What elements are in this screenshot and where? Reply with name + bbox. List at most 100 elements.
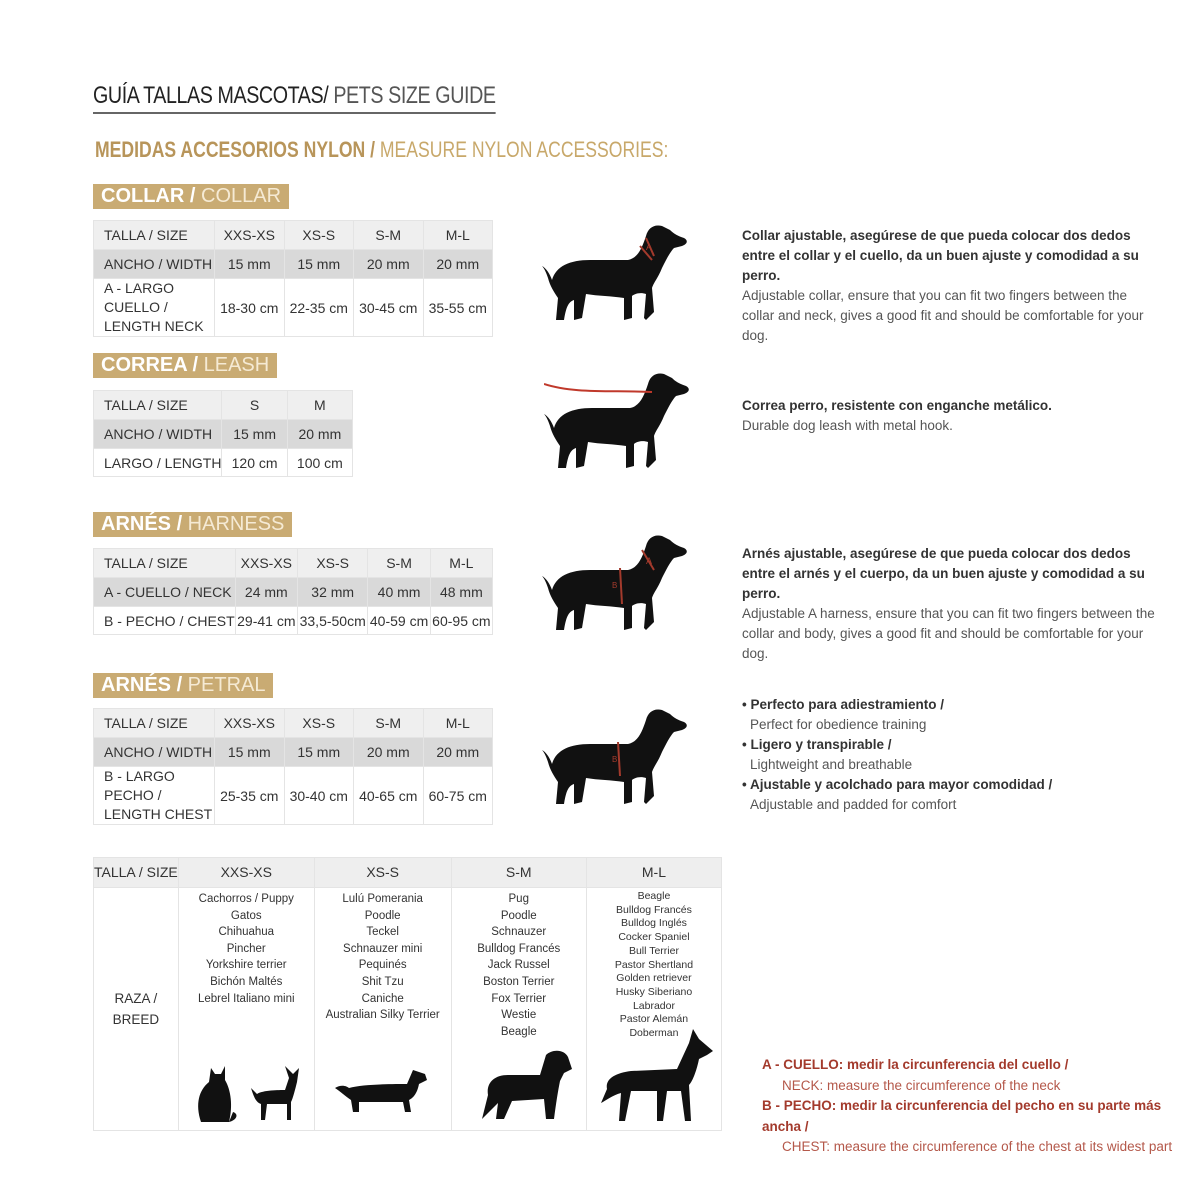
breed-col-xs-s: Lulú Pomerania Poodle Teckel Schnauzer mini… — [313, 887, 452, 1131]
feature-item-en: Adjustable and padded for comfort — [750, 797, 957, 812]
cell: 20 mm — [353, 737, 424, 767]
row-label: ANCHO / WIDTH — [93, 249, 215, 279]
section-subtitle: MEDIDAS ACCESORIOS NYLON / MEASURE NYLON… — [95, 137, 669, 162]
legend-neck-en: NECK: measure the circumference of the n… — [782, 1077, 1061, 1093]
cell: 33,5-50cm — [296, 606, 369, 635]
cell: 100 cm — [286, 448, 354, 477]
petral-table: TALLA / SIZE XXS-XS XS-S S-M M-L ANCHO / WID… — [93, 708, 493, 825]
breed-name: Bulldog Inglés — [620, 917, 687, 930]
cell: 30-45 cm — [353, 278, 424, 337]
cat-and-chihuahua-icon — [197, 1066, 299, 1122]
row-label: LARGO / LENGTH — [92, 448, 223, 477]
schnauzer-icon — [481, 1050, 572, 1119]
row-label: ANCHO / WIDTH — [93, 737, 215, 767]
header-cell: XXS-XS — [214, 220, 285, 250]
header-cell: TALLA / SIZE — [93, 220, 215, 250]
cell: 15 mm — [221, 419, 288, 449]
breed-name: Fox Terrier — [491, 992, 547, 1005]
collar-label: COLLAR / COLLAR — [93, 184, 290, 209]
breed-name: Pincher — [226, 942, 266, 955]
breed-col-m-l: Beagle Bulldog Francés Bulldog Inglés Cocke… — [585, 887, 723, 1131]
header-cell: XXS-XS — [234, 548, 298, 578]
cell: 20 mm — [422, 737, 493, 767]
row-label: A - CUELLO / NECK — [93, 577, 236, 607]
legend-chest-en: CHEST: measure the circumference of the … — [782, 1139, 1173, 1154]
header-cell: M — [286, 390, 354, 420]
header-cell: M-L — [422, 220, 493, 250]
breed-name: Boston Terrier — [483, 975, 555, 988]
breed-name: Caniche — [361, 992, 404, 1005]
breed-name: Jack Russel — [487, 959, 550, 972]
row-label: RAZA / BREED — [93, 887, 179, 1131]
breed-name: Poodle — [364, 909, 401, 922]
header-cell: XS-S — [283, 708, 354, 738]
breed-name: Pastor Shertland — [614, 958, 694, 971]
header-cell: XXS-XS — [214, 708, 285, 738]
header-cell: TALLA / SIZE — [93, 548, 236, 578]
cell: 40 mm — [367, 577, 431, 607]
breed-table: TALLA / SIZE XXS-XS XS-S S-M M-L RAZA / BREE… — [93, 857, 723, 1131]
breed-name: Bull Terrier — [628, 944, 679, 957]
breed-name: Bulldog Francés — [616, 903, 692, 916]
header-cell: S-M — [353, 708, 424, 738]
feature-item-en: Lightweight and breathable — [750, 757, 913, 772]
petral-features: • Perfecto para adiestramiento / Perfect … — [742, 695, 1162, 815]
header-cell: XS-S — [283, 220, 354, 250]
breed-name: Cocker Spaniel — [618, 931, 690, 944]
breed-name: Lulú Pomerania — [342, 893, 423, 905]
svg-text:B: B — [612, 755, 617, 764]
header-cell: M-L — [429, 548, 494, 578]
cell: 15 mm — [214, 737, 285, 767]
breed-name: Husky Siberiano — [615, 985, 693, 998]
dog-leash-icon — [544, 373, 689, 468]
harness-label: ARNÉS / HARNESS — [93, 512, 293, 537]
feature-item-en: Perfect for obedience training — [750, 717, 927, 732]
harness-table: TALLA / SIZE XXS-XS XS-S S-M M-L A - CUELLO … — [93, 548, 494, 635]
leash-label: CORREA / LEASH — [93, 353, 278, 378]
dachshund-icon — [334, 1070, 427, 1112]
header-cell: XS-S — [313, 857, 452, 888]
dog-collar-icon: A — [542, 225, 687, 320]
breed-name: Beagle — [637, 890, 671, 902]
cell: 25-35 cm — [214, 766, 285, 825]
doberman-icon — [600, 1029, 713, 1121]
breed-name: Schnauzer mini — [343, 942, 423, 955]
breed-name: Bichón Maltés — [210, 975, 283, 988]
row-label: ANCHO / WIDTH — [92, 419, 223, 449]
breed-name: Labrador — [632, 999, 675, 1012]
cell: 18-30 cm — [214, 278, 285, 337]
breed-name: Beagle — [500, 1025, 537, 1038]
header-cell: S — [221, 390, 288, 420]
page-title: GUÍA TALLAS MASCOTAS/ PETS SIZE GUIDE — [93, 82, 496, 114]
breed-name: Bulldog Francés — [477, 942, 561, 955]
header-cell: S-M — [353, 220, 424, 250]
cell: 32 mm — [296, 577, 369, 607]
legend-chest: B - PECHO: medir la circunferencia del p… — [762, 1098, 1162, 1134]
leash-table: TALLA / SIZE S M ANCHO / WIDTH 15 mm 20 mm L… — [92, 390, 354, 477]
cell: 30-40 cm — [283, 766, 354, 825]
breed-col-xxs-xs: Cachorros / Puppy Gatos Chihuahua Pincher Yo… — [177, 887, 315, 1131]
breed-name: Teckel — [366, 926, 399, 939]
header-cell: TALLA / SIZE — [92, 390, 223, 420]
cell: 60-95 cm — [429, 606, 494, 635]
cell: 40-59 cm — [367, 606, 431, 635]
header-cell: S-M — [367, 548, 431, 578]
cell: 20 mm — [286, 419, 354, 449]
header-cell: XS-S — [296, 548, 369, 578]
svg-text:B: B — [612, 581, 617, 590]
breed-name: Golden retriever — [616, 972, 692, 985]
cell: 29-41 cm — [234, 606, 298, 635]
breed-col-s-m: Pug Poodle Schnauzer Bulldog Francés Jack Ru… — [450, 887, 587, 1131]
feature-item: • Ajustable y acolchado para mayor comod… — [742, 777, 1053, 792]
breed-name: Schnauzer — [491, 926, 547, 939]
breed-name: Lebrel Italiano mini — [198, 992, 295, 1005]
feature-item: • Ligero y transpirable / — [742, 737, 892, 752]
harness-description: Arnés ajustable, asegúrese de que pueda … — [742, 546, 1155, 661]
row-label: B - LARGO PECHO / LENGTH CHEST — [93, 766, 215, 825]
cell: 120 cm — [221, 448, 288, 477]
header-cell: M-L — [585, 857, 723, 888]
header-cell: XXS-XS — [177, 857, 315, 888]
breed-name: Poodle — [500, 909, 537, 922]
measurement-legend: A - CUELLO: medir la circunferencia del … — [762, 1055, 1200, 1158]
breed-name: Pastor Alemán — [619, 1013, 689, 1026]
